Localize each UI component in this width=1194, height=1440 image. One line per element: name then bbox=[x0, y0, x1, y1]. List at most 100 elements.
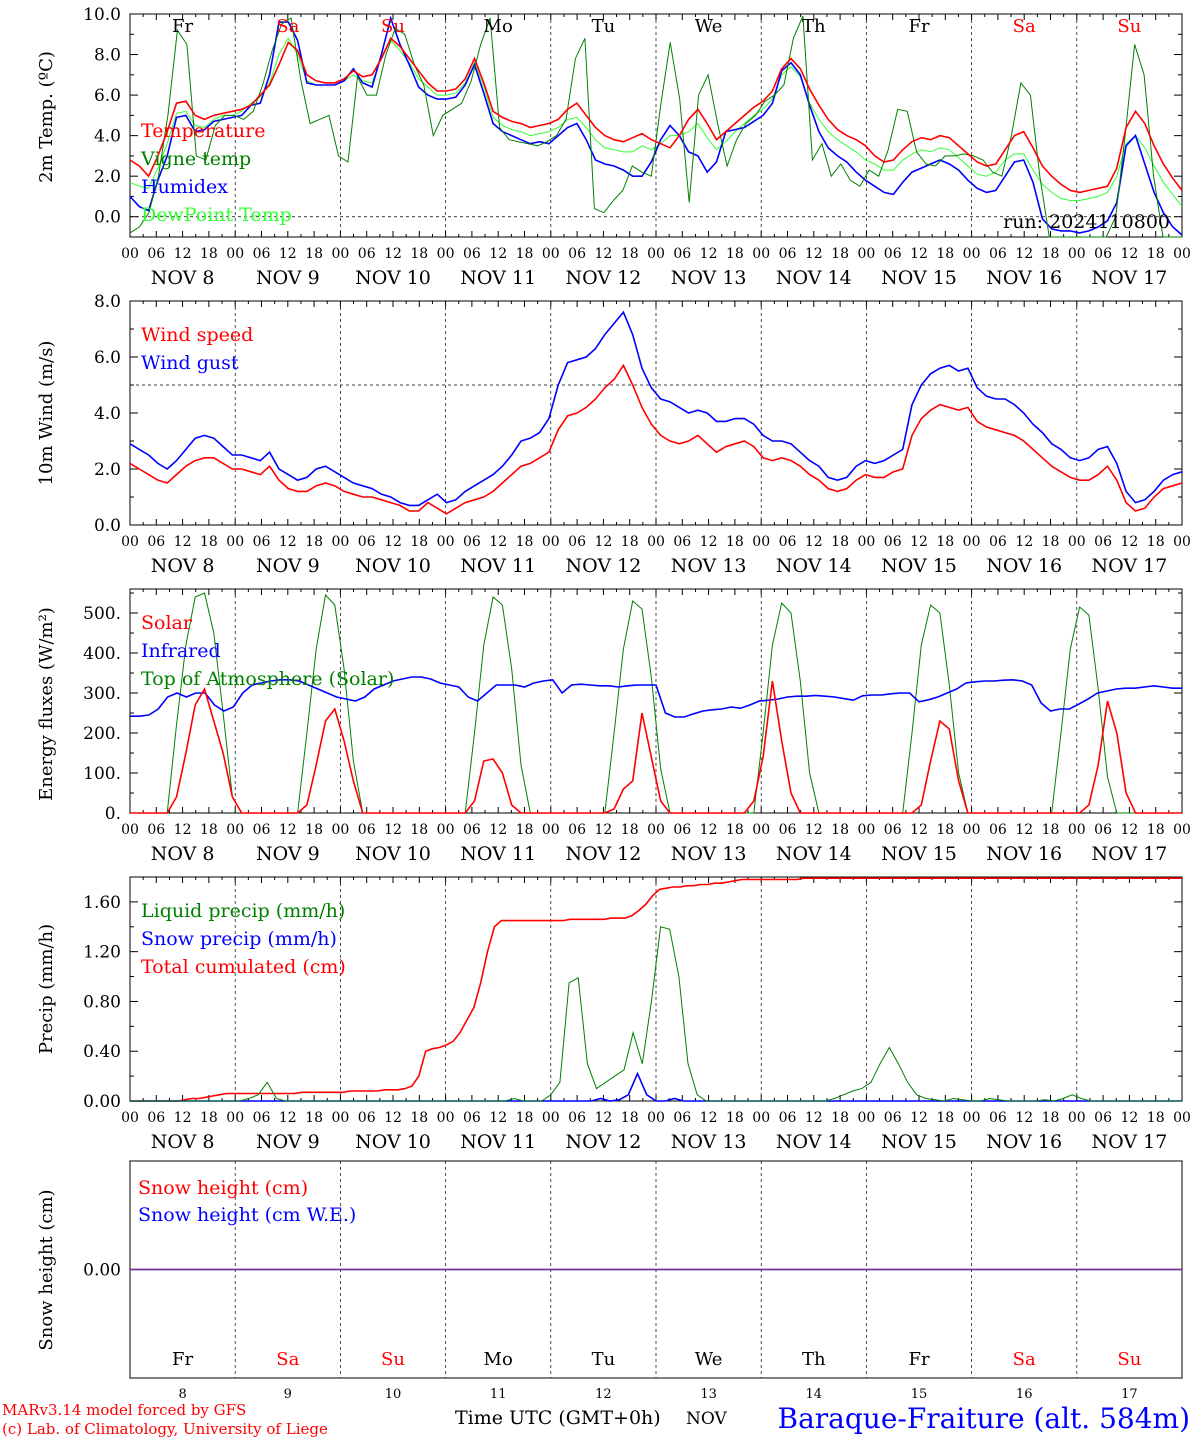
hour-label: 00 bbox=[542, 822, 560, 838]
hour-label: 06 bbox=[147, 1110, 165, 1126]
day-label: NOV 15 bbox=[881, 1131, 957, 1153]
hour-label: 00 bbox=[331, 534, 349, 550]
hour-label: 06 bbox=[463, 1110, 481, 1126]
hour-label: 18 bbox=[410, 534, 428, 550]
hour-label: 00 bbox=[1173, 534, 1191, 550]
series-line-temperature bbox=[129, 36, 1183, 194]
hour-label: 18 bbox=[726, 534, 744, 550]
hour-label: 06 bbox=[253, 822, 271, 838]
hour-label: 00 bbox=[647, 1110, 665, 1126]
hour-label: 06 bbox=[989, 1110, 1007, 1126]
hour-label: 12 bbox=[805, 246, 823, 262]
hour-label: 00 bbox=[1173, 822, 1191, 838]
y-tick-label: 1.20 bbox=[83, 943, 121, 963]
day-name: We bbox=[695, 1349, 723, 1370]
y-tick-label: 8.0 bbox=[94, 292, 121, 312]
y-axis-label: Energy fluxes (W/m²) bbox=[36, 607, 57, 801]
hour-label: 12 bbox=[489, 246, 507, 262]
y-tick-label: 0.40 bbox=[83, 1042, 121, 1062]
hour-label: 12 bbox=[174, 822, 192, 838]
hour-label: 18 bbox=[516, 534, 534, 550]
y-tick-label: 0.0 bbox=[94, 208, 121, 228]
y-tick-label: 6.0 bbox=[94, 348, 121, 368]
day-label: NOV 8 bbox=[151, 267, 215, 289]
y-tick-label: 10.0 bbox=[83, 5, 121, 25]
hour-label: 18 bbox=[831, 534, 849, 550]
hour-label: 12 bbox=[1015, 822, 1033, 838]
day-number: 14 bbox=[806, 1387, 823, 1402]
hour-label: 06 bbox=[358, 246, 376, 262]
hour-label: 12 bbox=[1120, 246, 1138, 262]
y-tick-label: 8.0 bbox=[94, 46, 121, 66]
legend-entry: Snow height (cm) bbox=[138, 1177, 308, 1199]
panel-1: 0.0 2.0 4.0 6.0 8.0 10.0 2m Temp. (ºC) Temperat… bbox=[36, 5, 1191, 289]
y-tick-label: 500. bbox=[83, 604, 121, 624]
y-tick-label: 200. bbox=[83, 724, 121, 744]
hour-label: 18 bbox=[305, 246, 323, 262]
day-label: NOV 12 bbox=[565, 1131, 641, 1153]
hour-label: 18 bbox=[831, 246, 849, 262]
hour-label: 00 bbox=[1068, 1110, 1086, 1126]
hour-label: 12 bbox=[174, 246, 192, 262]
hour-label: 12 bbox=[384, 822, 402, 838]
series-line-vigne-temp bbox=[129, 15, 1182, 238]
hour-label: 06 bbox=[989, 246, 1007, 262]
hour-label: 12 bbox=[910, 1110, 928, 1126]
hour-label: 00 bbox=[331, 246, 349, 262]
y-tick-label: 1.60 bbox=[83, 893, 121, 913]
day-label: NOV 9 bbox=[256, 267, 320, 289]
day-name: Su bbox=[1117, 16, 1141, 37]
day-label: NOV 13 bbox=[671, 1131, 747, 1153]
day-label: NOV 16 bbox=[986, 843, 1062, 865]
day-label: NOV 17 bbox=[1091, 843, 1167, 865]
hour-label: 12 bbox=[805, 534, 823, 550]
hour-label: 06 bbox=[884, 1110, 902, 1126]
hour-label: 00 bbox=[1173, 1110, 1191, 1126]
hour-label: 12 bbox=[700, 822, 718, 838]
day-label: NOV 16 bbox=[986, 1131, 1062, 1153]
hour-label: 00 bbox=[226, 1110, 244, 1126]
hour-label: 12 bbox=[805, 822, 823, 838]
series-line-solar bbox=[130, 680, 1182, 814]
hour-label: 12 bbox=[384, 1110, 402, 1126]
hour-label: 06 bbox=[568, 534, 586, 550]
y-tick-label: 0.00 bbox=[83, 1092, 121, 1112]
legend-entry: Humidex bbox=[141, 176, 228, 198]
hour-label: 18 bbox=[936, 534, 954, 550]
hour-label: 18 bbox=[1042, 534, 1060, 550]
hour-label: 12 bbox=[594, 534, 612, 550]
hour-label: 12 bbox=[1015, 246, 1033, 262]
hour-label: 00 bbox=[752, 822, 770, 838]
y-tick-label: 0.00 bbox=[83, 1261, 121, 1281]
day-label: NOV 14 bbox=[776, 267, 852, 289]
hour-label: 00 bbox=[437, 1110, 455, 1126]
y-tick-label: 400. bbox=[83, 644, 121, 664]
hour-label: 00 bbox=[542, 534, 560, 550]
day-label: NOV 13 bbox=[671, 843, 747, 865]
hour-label: 06 bbox=[358, 534, 376, 550]
hour-label: 06 bbox=[884, 246, 902, 262]
series-line-humidex bbox=[129, 15, 1183, 236]
hour-label: 06 bbox=[1094, 534, 1112, 550]
y-tick-label: 0. bbox=[105, 804, 121, 824]
day-name: Fr bbox=[172, 1349, 193, 1370]
hour-label: 00 bbox=[121, 246, 139, 262]
credit-line-1: MARv3.14 model forced by GFS bbox=[2, 1401, 246, 1419]
hour-label: 00 bbox=[857, 534, 875, 550]
day-label: NOV 14 bbox=[776, 843, 852, 865]
hour-label: 00 bbox=[963, 822, 981, 838]
y-tick-label: 4.0 bbox=[94, 404, 121, 424]
day-number: 8 bbox=[178, 1387, 186, 1402]
hour-label: 18 bbox=[831, 1110, 849, 1126]
series-line-infrared bbox=[130, 676, 1182, 718]
legend-entry: Top of Atmosphere (Solar) bbox=[141, 668, 394, 690]
hour-label: 18 bbox=[516, 1110, 534, 1126]
hour-label: 12 bbox=[279, 822, 297, 838]
hour-label: 12 bbox=[594, 822, 612, 838]
day-name: Su bbox=[381, 1349, 405, 1370]
hour-label: 06 bbox=[568, 1110, 586, 1126]
day-label: NOV 9 bbox=[256, 1131, 320, 1153]
hour-label: 06 bbox=[253, 534, 271, 550]
day-label: NOV 15 bbox=[881, 555, 957, 577]
hour-label: 06 bbox=[358, 822, 376, 838]
